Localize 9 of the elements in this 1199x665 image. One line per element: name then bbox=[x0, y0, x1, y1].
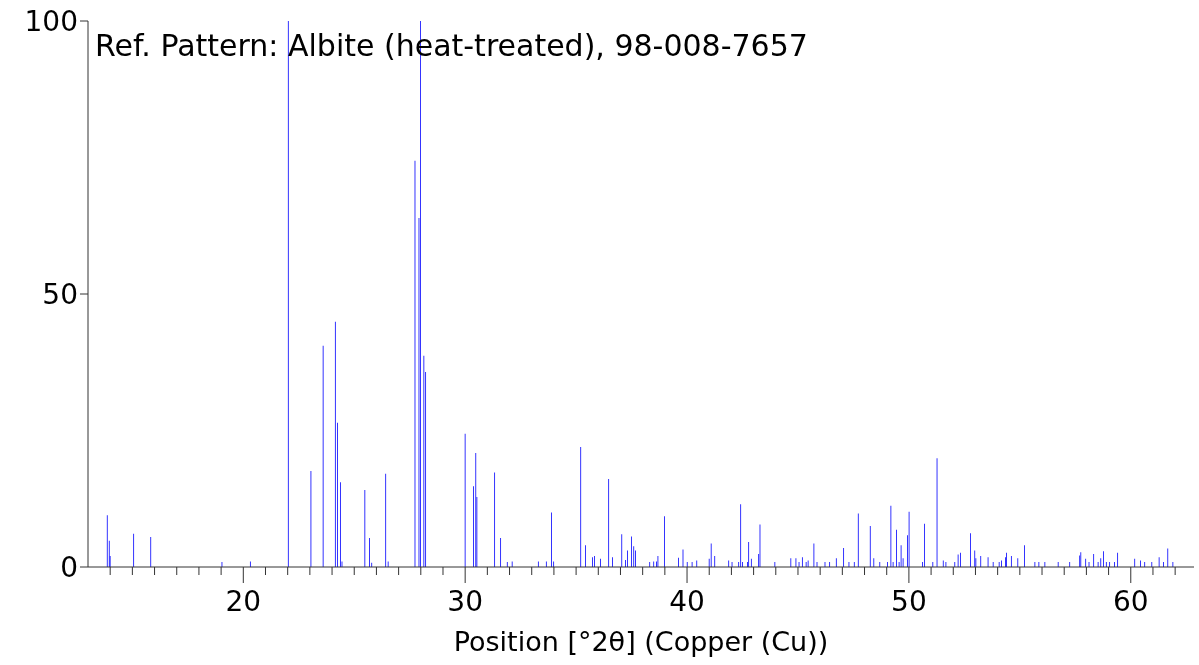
y-tick-label: 100 bbox=[24, 4, 78, 38]
y-tick-label: 0 bbox=[60, 550, 78, 584]
x-tick-label: 30 bbox=[447, 585, 483, 618]
x-tick-label: 20 bbox=[225, 585, 262, 618]
x-axis-title: Position [°2θ] (Copper (Cu)) bbox=[453, 626, 829, 657]
x-tick-label: 60 bbox=[1112, 585, 1149, 618]
y-tick-label: 50 bbox=[42, 277, 78, 311]
x-tick-label: 50 bbox=[891, 585, 927, 618]
x-tick-label: 40 bbox=[669, 585, 705, 618]
